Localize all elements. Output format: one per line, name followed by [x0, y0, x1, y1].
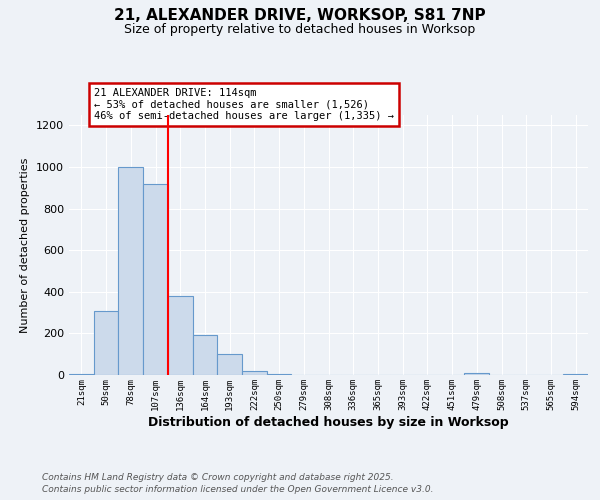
- Text: Size of property relative to detached houses in Worksop: Size of property relative to detached ho…: [124, 22, 476, 36]
- X-axis label: Distribution of detached houses by size in Worksop: Distribution of detached houses by size …: [148, 416, 509, 428]
- Bar: [563, 374, 588, 375]
- Text: Contains HM Land Registry data © Crown copyright and database right 2025.: Contains HM Land Registry data © Crown c…: [42, 472, 394, 482]
- Bar: [69, 374, 94, 375]
- Bar: [193, 336, 217, 375]
- Bar: [94, 310, 118, 375]
- Text: 21 ALEXANDER DRIVE: 114sqm
← 53% of detached houses are smaller (1,526)
46% of s: 21 ALEXANDER DRIVE: 114sqm ← 53% of deta…: [94, 88, 394, 121]
- Bar: [464, 373, 489, 375]
- Bar: [217, 354, 242, 375]
- Bar: [267, 374, 292, 375]
- Bar: [118, 167, 143, 375]
- Bar: [168, 296, 193, 375]
- Text: Contains public sector information licensed under the Open Government Licence v3: Contains public sector information licen…: [42, 485, 433, 494]
- Y-axis label: Number of detached properties: Number of detached properties: [20, 158, 31, 332]
- Bar: [242, 371, 267, 375]
- Text: 21, ALEXANDER DRIVE, WORKSOP, S81 7NP: 21, ALEXANDER DRIVE, WORKSOP, S81 7NP: [114, 8, 486, 22]
- Bar: [143, 184, 168, 375]
